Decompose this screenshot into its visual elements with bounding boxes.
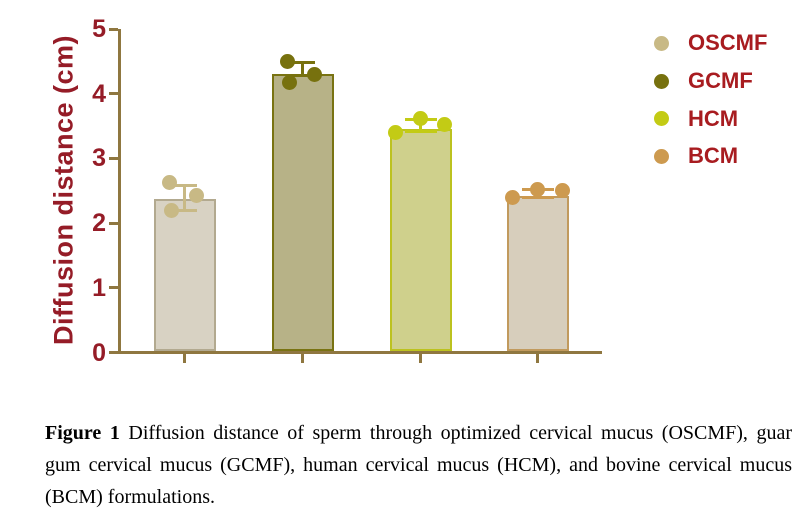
legend-swatch-hcm: [654, 111, 669, 126]
data-point: [413, 110, 428, 126]
legend-item-oscmf: OSCMF: [654, 32, 767, 54]
bar-hcm: [389, 129, 452, 351]
y-tick-label: 2: [92, 209, 106, 238]
data-point: [282, 75, 297, 91]
figure-caption: Figure 1 Diffusion distance of sperm thr…: [45, 417, 792, 513]
data-point: [437, 117, 452, 133]
x-tick: [301, 354, 304, 363]
data-point: [162, 175, 177, 191]
bar-oscmf: [153, 198, 216, 351]
data-point: [555, 183, 570, 199]
data-point: [530, 181, 545, 197]
error-bar-cap: [290, 61, 315, 65]
y-tick-label: 3: [92, 144, 106, 173]
y-tick-label: 0: [92, 338, 106, 367]
error-bar-vertical: [301, 62, 304, 76]
legend-label: GCMF: [688, 68, 753, 93]
y-tick-label: 5: [92, 15, 106, 43]
legend-item-bcm: BCM: [654, 145, 738, 167]
data-point: [164, 202, 179, 218]
error-bar-cap: [521, 196, 554, 200]
bar-bcm: [506, 195, 569, 351]
y-tick-label: 4: [92, 79, 106, 108]
data-point: [307, 66, 322, 82]
y-axis-line: [118, 29, 121, 354]
legend-swatch-oscmf: [654, 35, 669, 51]
y-tick: [109, 221, 118, 225]
caption-label: Figure 1: [45, 422, 120, 444]
x-tick: [419, 354, 422, 363]
data-point: [505, 189, 520, 205]
legend-label: OSCMF: [688, 30, 768, 55]
y-tick: [109, 156, 118, 160]
error-bar-cap: [290, 74, 315, 78]
error-bar-cap: [404, 129, 437, 133]
legend-swatch-bcm: [654, 148, 669, 164]
caption-text: Diffusion distance of sperm through opti…: [45, 422, 793, 508]
error-bar-cap: [172, 208, 197, 212]
data-point: [189, 188, 204, 204]
bar-gcmf: [271, 74, 334, 351]
x-tick: [536, 354, 539, 363]
y-tick: [109, 27, 118, 31]
y-tick-label: 1: [92, 273, 106, 302]
legend-item-hcm: HCM: [654, 105, 739, 131]
x-tick: [183, 354, 186, 363]
data-point: [388, 125, 403, 141]
legend-label: HCM: [688, 105, 739, 131]
legend-swatch-gcmf: [654, 73, 669, 89]
y-tick: [109, 286, 118, 290]
legend-item-gcmf: GCMF: [654, 70, 753, 92]
x-axis-line: [109, 351, 602, 354]
error-bar-cap: [172, 184, 197, 188]
data-point: [280, 53, 295, 69]
y-tick: [109, 92, 118, 96]
error-bar-vertical: [183, 185, 186, 211]
legend-label: BCM: [688, 143, 739, 168]
